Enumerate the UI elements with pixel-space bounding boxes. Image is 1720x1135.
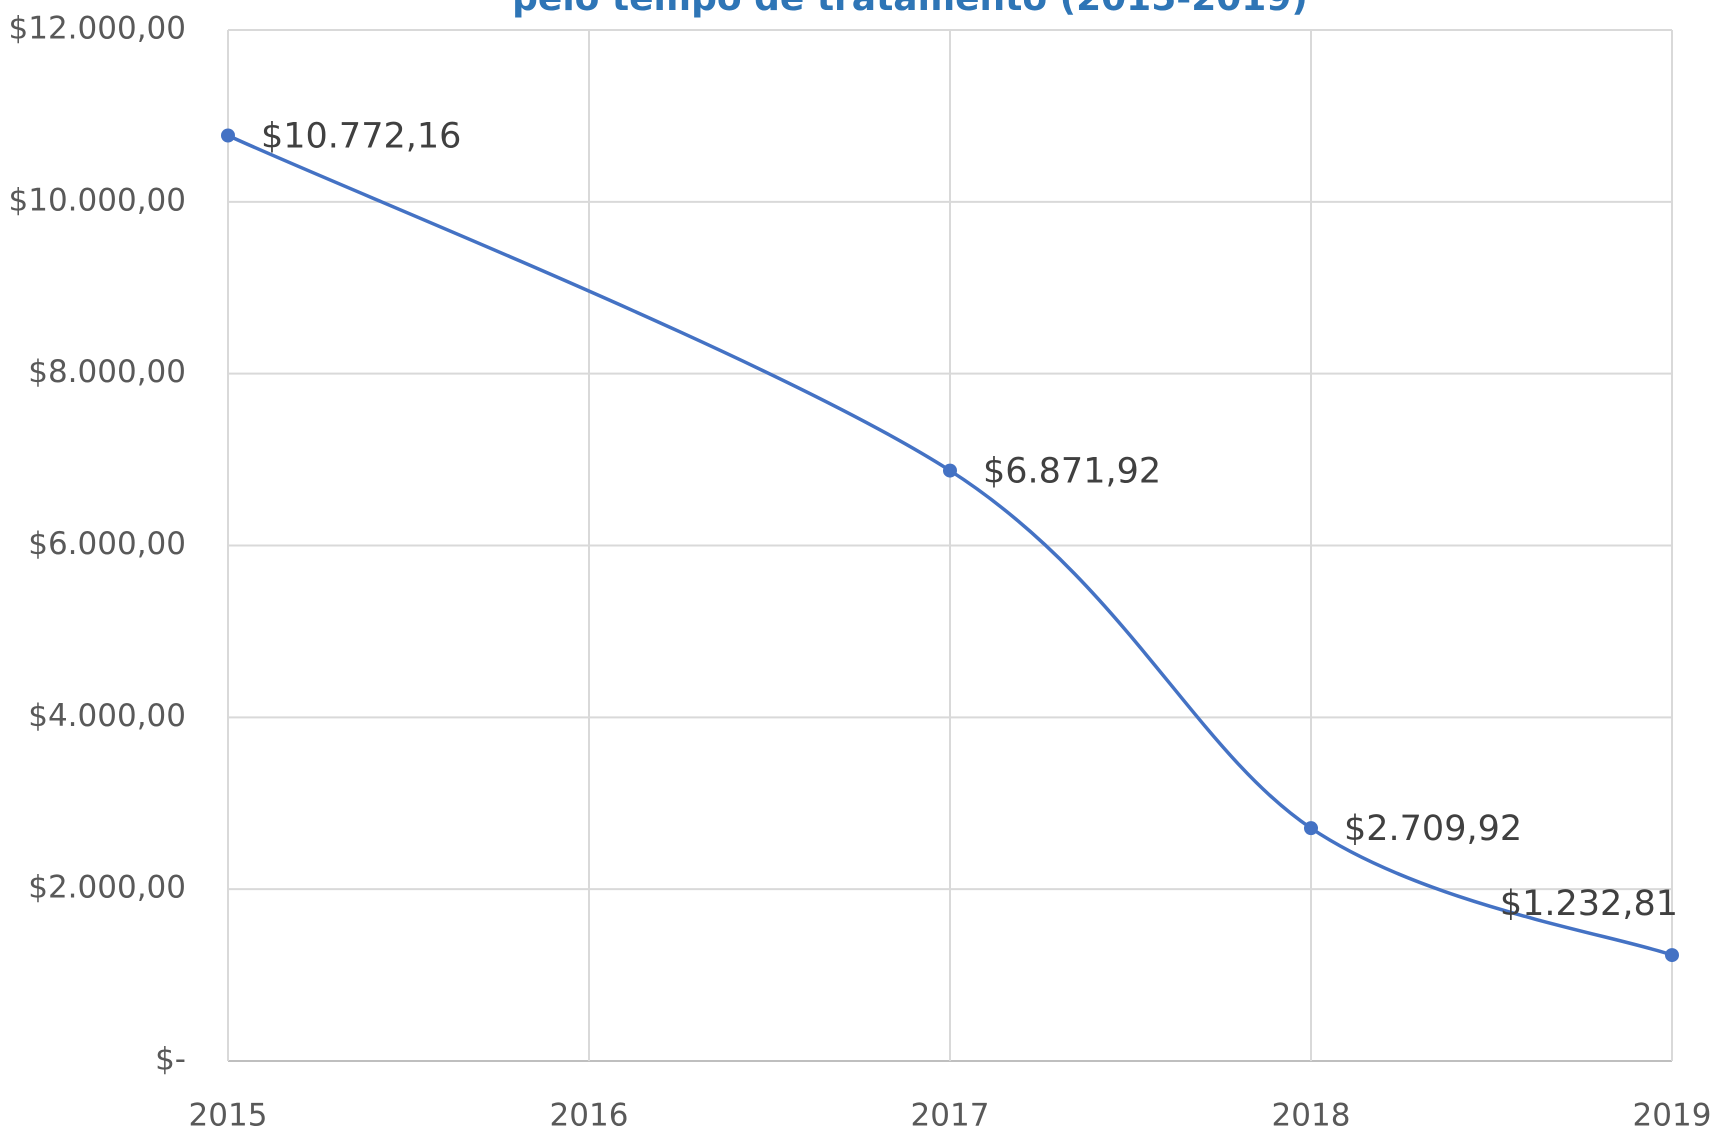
x-tick-label: 2015 [189, 1098, 268, 1134]
data-label: $1.232,81 [1500, 884, 1678, 924]
y-tick-label: $10.000,00 [9, 182, 187, 218]
y-tick-label: $12.000,00 [9, 11, 187, 47]
point [943, 463, 957, 478]
y-tick-label: $4.000,00 [28, 698, 186, 734]
data-label: $2.709,92 [1344, 809, 1522, 849]
y-tick-label: $6.000,00 [28, 526, 186, 562]
y-tick-label: $2.000,00 [28, 870, 186, 906]
point [1304, 821, 1318, 836]
chart-title: pelo tempo de tratamento (2015-2019) [512, 0, 1308, 19]
line [227, 133, 1673, 957]
point [221, 128, 235, 143]
x-tick-label: 2017 [911, 1098, 990, 1134]
data-label: $6.871,92 [983, 452, 1161, 492]
y-tick-label: $8.000,00 [28, 354, 186, 390]
x-tick-label: 2018 [1272, 1098, 1351, 1134]
data-label: $10.772,16 [261, 116, 461, 156]
x-tick-label: 2019 [1633, 1098, 1712, 1134]
point [1665, 948, 1679, 963]
x-tick-label: 2016 [550, 1098, 629, 1134]
y-tick-label: $- [155, 1042, 186, 1078]
